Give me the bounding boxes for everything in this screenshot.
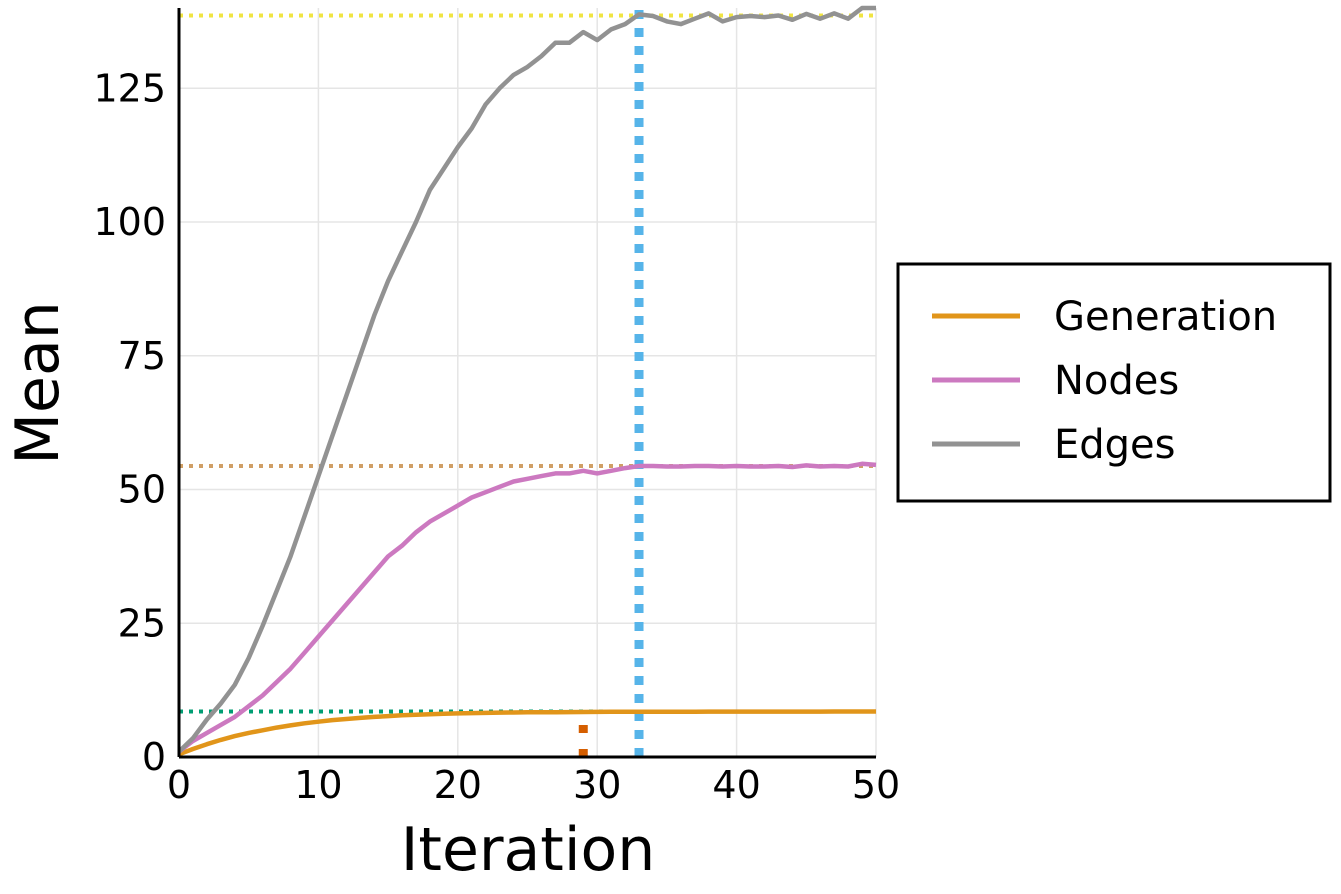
y-tick-label: 50: [118, 468, 166, 512]
y-tick-label: 0: [142, 735, 166, 779]
grid: [178, 8, 877, 758]
y-tick-label: 125: [93, 66, 166, 110]
x-tick-label: 10: [294, 763, 342, 807]
axes: [177, 8, 876, 759]
legend-label-edges: Edges: [1054, 422, 1176, 468]
y-tick-label: 75: [118, 334, 166, 378]
x-tick-label: 20: [434, 763, 482, 807]
legend: Generation Nodes Edges: [896, 262, 1332, 503]
x-tick-label: 50: [852, 763, 900, 807]
x-axis-label: Iteration: [401, 815, 656, 885]
y-tick-label: 100: [93, 200, 166, 244]
series-line-generation: [178, 709, 876, 757]
legend-label-generation: Generation: [1054, 294, 1277, 340]
y-axis-label: Mean: [3, 301, 73, 464]
x-tick-label: 0: [167, 763, 191, 807]
y-tick-label: 25: [118, 601, 166, 645]
tick-labels: 0 10 20 30 40 50 0 25 50 75 100 125: [93, 66, 900, 807]
series-lines: [177, 5, 877, 757]
reference-lines: [179, 8, 876, 757]
series-line-edges: [177, 5, 876, 754]
x-tick-label: 30: [573, 763, 621, 807]
legend-label-nodes: Nodes: [1054, 358, 1179, 404]
x-tick-label: 40: [712, 763, 760, 807]
series-line-nodes: [177, 461, 877, 754]
